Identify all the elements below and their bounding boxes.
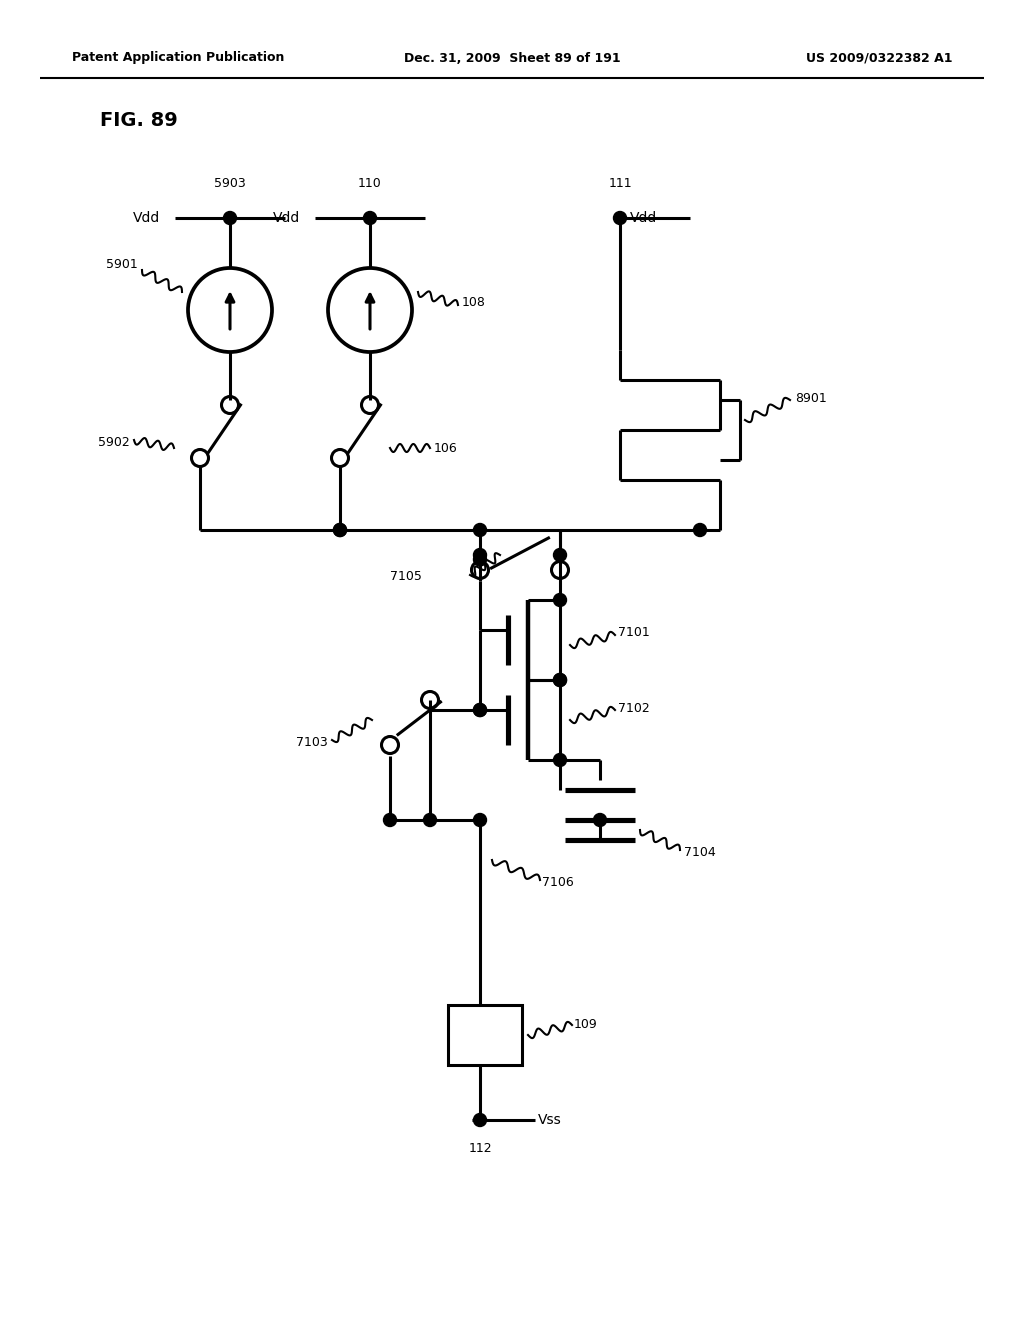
Circle shape [554,594,566,606]
Circle shape [364,211,377,224]
Text: 7105: 7105 [390,569,422,582]
Circle shape [473,549,486,561]
Circle shape [473,813,486,826]
Text: 5901: 5901 [106,259,138,272]
Text: US 2009/0322382 A1: US 2009/0322382 A1 [806,51,952,65]
Text: 7102: 7102 [618,701,650,714]
Text: Vdd: Vdd [630,211,657,224]
Text: 112: 112 [468,1142,492,1155]
Circle shape [693,524,707,536]
Text: 111: 111 [608,177,632,190]
Text: Vss: Vss [538,1113,562,1127]
Circle shape [613,211,627,224]
Text: Patent Application Publication: Patent Application Publication [72,51,285,65]
Circle shape [384,813,396,826]
Circle shape [334,524,346,536]
Text: Vdd: Vdd [272,211,300,224]
Text: 5903: 5903 [214,177,246,190]
Circle shape [554,673,566,686]
Circle shape [334,524,346,536]
Text: FIG. 89: FIG. 89 [100,111,178,129]
Circle shape [473,524,486,536]
Circle shape [594,813,606,826]
Text: 106: 106 [434,441,458,454]
Text: 108: 108 [462,296,485,309]
Circle shape [473,1114,486,1126]
Circle shape [473,553,486,566]
Text: 110: 110 [358,177,382,190]
Circle shape [473,704,486,717]
Text: 7101: 7101 [618,627,650,639]
FancyBboxPatch shape [449,1005,522,1065]
Circle shape [473,704,486,717]
Text: 7106: 7106 [542,875,573,888]
Circle shape [554,673,566,686]
Text: 109: 109 [574,1019,598,1031]
Circle shape [554,754,566,767]
Text: 7104: 7104 [684,846,716,858]
Circle shape [223,211,237,224]
Text: Vdd: Vdd [133,211,160,224]
Text: 7103: 7103 [296,735,328,748]
Text: Dec. 31, 2009  Sheet 89 of 191: Dec. 31, 2009 Sheet 89 of 191 [403,51,621,65]
Text: 8901: 8901 [795,392,826,404]
Text: 5902: 5902 [98,436,130,449]
Circle shape [424,813,436,826]
Circle shape [554,549,566,561]
